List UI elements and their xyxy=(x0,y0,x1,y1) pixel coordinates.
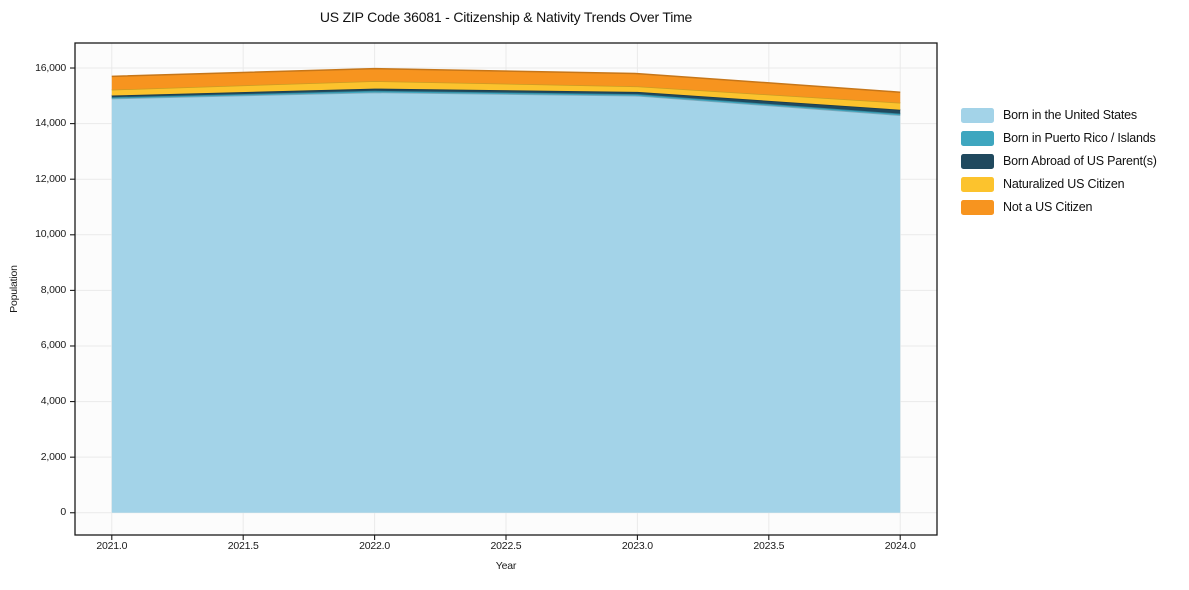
legend-swatch-icon xyxy=(961,130,994,146)
legend-item-not-a-us-citizen: Not a US Citizen xyxy=(961,199,1157,215)
y-tick-label: 6,000 xyxy=(40,339,66,352)
x-tick-label: 2021.5 xyxy=(227,540,259,552)
legend-label: Naturalized US Citizen xyxy=(1003,177,1125,191)
x-tick-label: 2024.0 xyxy=(884,540,916,552)
x-axis-title: Year xyxy=(495,560,517,572)
y-tick-label: 16,000 xyxy=(35,61,66,74)
y-tick-label: 12,000 xyxy=(35,172,66,185)
legend-item-born-in-the-united-states: Born in the United States xyxy=(961,107,1157,123)
legend-swatch-icon xyxy=(961,107,994,123)
chart-title: US ZIP Code 36081 - Citizenship & Nativi… xyxy=(319,9,693,25)
legend-label: Born in the United States xyxy=(1003,108,1137,122)
area-born-in-the-united-states xyxy=(111,92,901,513)
legend-swatch-icon xyxy=(961,176,994,192)
legend-label: Born Abroad of US Parent(s) xyxy=(1003,154,1157,168)
area-born-abroad-of-us-parent-s xyxy=(111,88,901,114)
y-tick-label: 14,000 xyxy=(35,117,66,130)
tick-marks xyxy=(70,67,901,540)
legend-label: Not a US Citizen xyxy=(1003,200,1093,214)
y-axis-title: Population xyxy=(8,265,20,313)
y-tick-label: 2,000 xyxy=(40,450,66,463)
y-tick-label: 8,000 xyxy=(40,283,66,296)
edge-naturalized-us-citizen xyxy=(111,80,901,104)
y-tick-label: 4,000 xyxy=(40,395,66,408)
legend-swatch-icon xyxy=(961,199,994,215)
x-tick-label: 2023.0 xyxy=(621,540,653,552)
legend-item-naturalized-us-citizen: Naturalized US Citizen xyxy=(961,176,1157,192)
x-tick-label: 2022.0 xyxy=(359,540,391,552)
legend-label: Born in Puerto Rico / Islands xyxy=(1003,131,1156,145)
y-tick-label: 0 xyxy=(60,506,66,519)
area-not-a-us-citizen xyxy=(111,68,901,103)
stacked-areas xyxy=(111,67,901,513)
legend: Born in the United States Born in Puerto … xyxy=(961,107,1157,215)
legend-item-born-in-puerto-rico-islands: Born in Puerto Rico / Islands xyxy=(961,130,1157,146)
legend-swatch-icon xyxy=(961,153,994,169)
area-naturalized-us-citizen xyxy=(111,81,901,110)
y-tick-label: 10,000 xyxy=(35,228,66,241)
area-born-in-puerto-rico-islands xyxy=(111,90,901,116)
x-tick-label: 2021.0 xyxy=(96,540,128,552)
x-tick-label: 2023.5 xyxy=(753,540,785,552)
legend-item-born-abroad-of-us-parent-s: Born Abroad of US Parent(s) xyxy=(961,153,1157,169)
edge-not-a-us-citizen xyxy=(111,67,901,93)
x-tick-label: 2022.5 xyxy=(490,540,522,552)
